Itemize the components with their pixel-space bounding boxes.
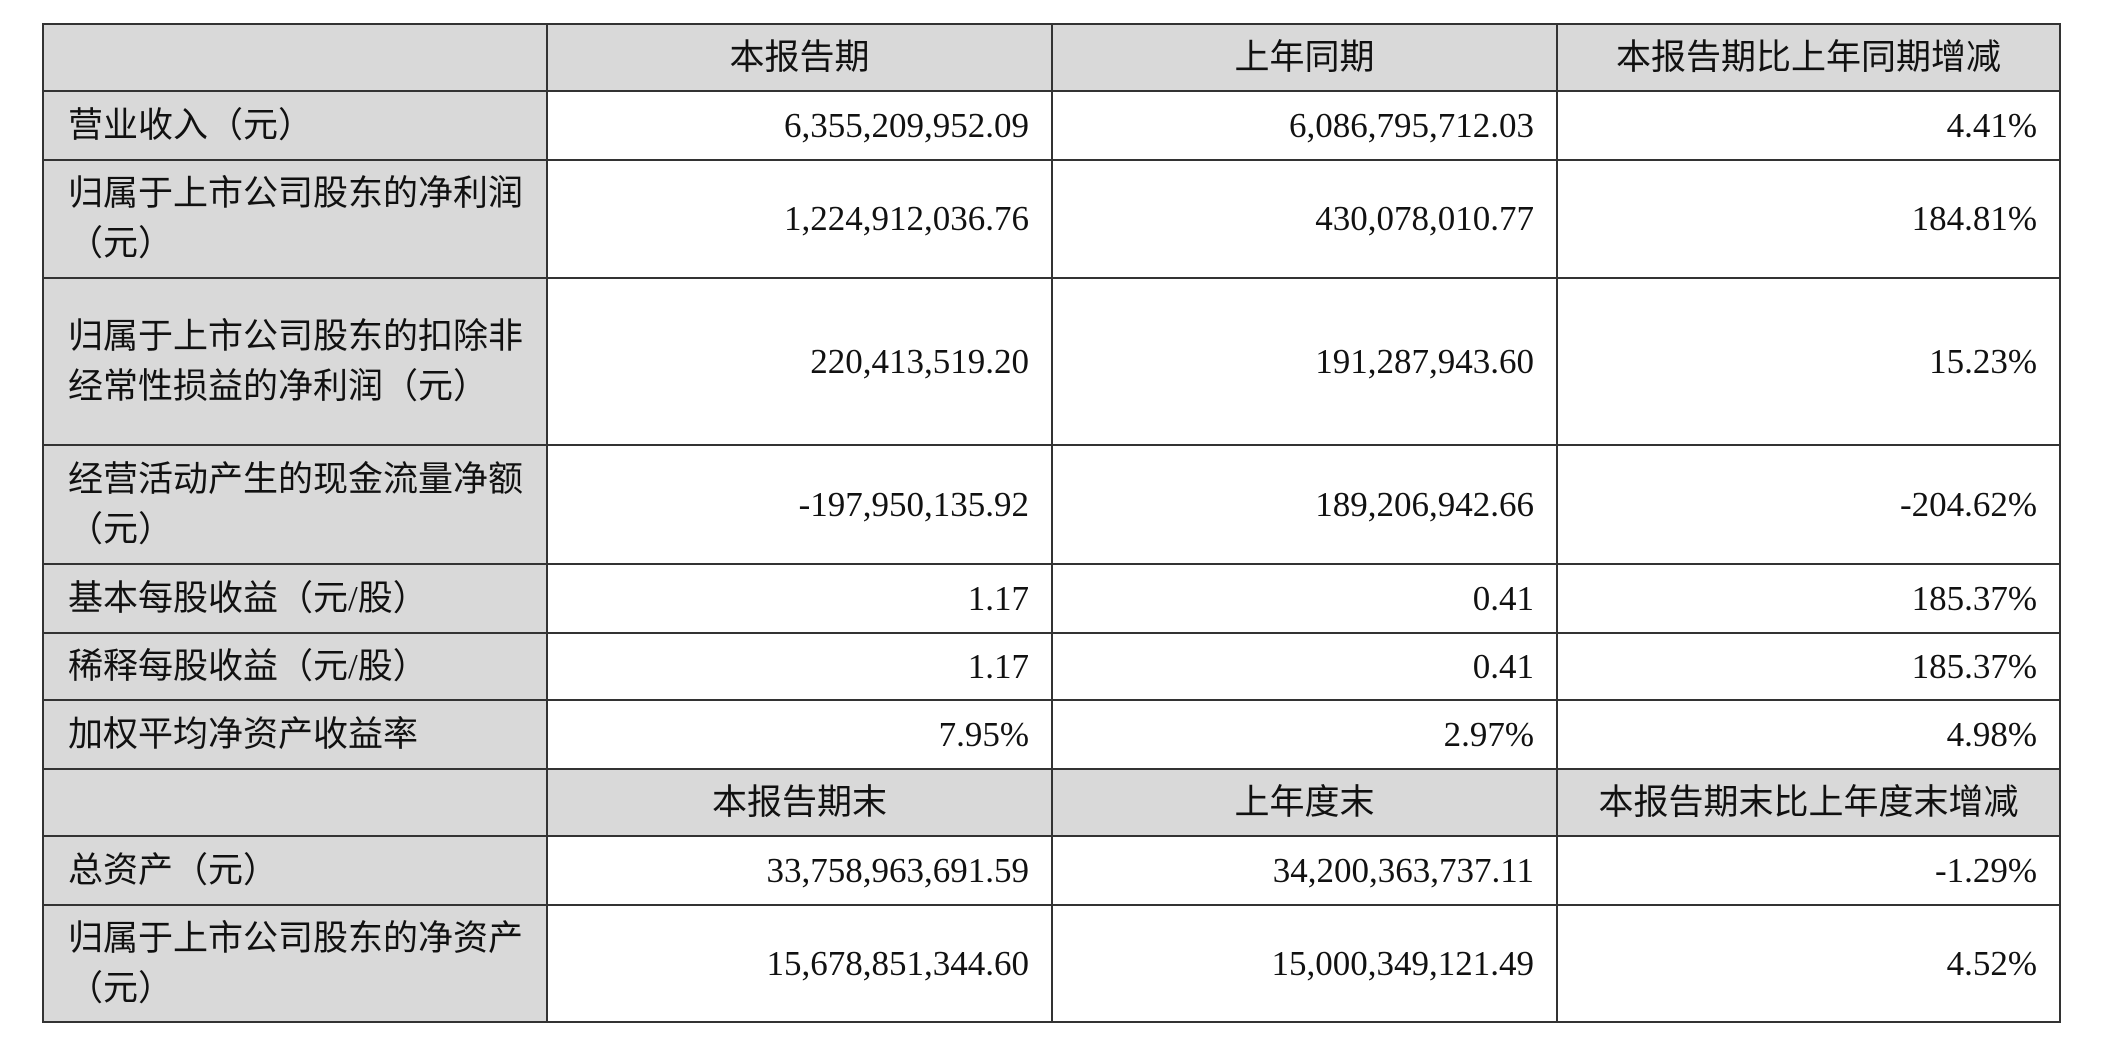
- change-value: 15.23%: [1556, 277, 2061, 446]
- prior-value: 15,000,349,121.49: [1051, 904, 1558, 1023]
- prior-value: 2.97%: [1051, 699, 1558, 770]
- current-value: 6,355,209,952.09: [546, 90, 1053, 161]
- current-value: 15,678,851,344.60: [546, 904, 1053, 1023]
- prior-value: 0.41: [1051, 563, 1558, 634]
- row-label: 归属于上市公司股东的净资产（元）: [42, 904, 548, 1023]
- table-row: 稀释每股收益（元/股） 1.17 0.41 185.37%: [42, 632, 2061, 701]
- table-header-row: 本报告期 上年同期 本报告期比上年同期增减: [42, 23, 2061, 92]
- header-cell: 本报告期比上年同期增减: [1556, 23, 2061, 92]
- change-value: 184.81%: [1556, 159, 2061, 279]
- table-row: 归属于上市公司股东的扣除非经常性损益的净利润（元） 220,413,519.20…: [42, 277, 2061, 446]
- table-row: 基本每股收益（元/股） 1.17 0.41 185.37%: [42, 563, 2061, 634]
- change-value: 4.41%: [1556, 90, 2061, 161]
- table-row: 加权平均净资产收益率 7.95% 2.97% 4.98%: [42, 699, 2061, 770]
- change-value: 185.37%: [1556, 632, 2061, 701]
- row-label: 加权平均净资产收益率: [42, 699, 548, 770]
- row-label: 归属于上市公司股东的净利润（元）: [42, 159, 548, 279]
- prior-value: 430,078,010.77: [1051, 159, 1558, 279]
- table-row: 总资产（元） 33,758,963,691.59 34,200,363,737.…: [42, 835, 2061, 906]
- change-value: -204.62%: [1556, 444, 2061, 565]
- table-row: 营业收入（元） 6,355,209,952.09 6,086,795,712.0…: [42, 90, 2061, 161]
- header-cell: 本报告期末比上年度末增减: [1556, 768, 2061, 837]
- current-value: 1.17: [546, 632, 1053, 701]
- change-value: 185.37%: [1556, 563, 2061, 634]
- header-cell: 本报告期: [546, 23, 1053, 92]
- header-cell: [42, 23, 548, 92]
- table-row: 经营活动产生的现金流量净额（元） -197,950,135.92 189,206…: [42, 444, 2061, 565]
- table-row: 归属于上市公司股东的净利润（元） 1,224,912,036.76 430,07…: [42, 159, 2061, 279]
- prior-value: 191,287,943.60: [1051, 277, 1558, 446]
- row-label: 总资产（元）: [42, 835, 548, 906]
- prior-value: 0.41: [1051, 632, 1558, 701]
- current-value: 7.95%: [546, 699, 1053, 770]
- row-label: 经营活动产生的现金流量净额（元）: [42, 444, 548, 565]
- current-value: -197,950,135.92: [546, 444, 1053, 565]
- row-label: 归属于上市公司股东的扣除非经常性损益的净利润（元）: [42, 277, 548, 446]
- prior-value: 34,200,363,737.11: [1051, 835, 1558, 906]
- current-value: 33,758,963,691.59: [546, 835, 1053, 906]
- header-cell: [42, 768, 548, 837]
- table-row: 归属于上市公司股东的净资产（元） 15,678,851,344.60 15,00…: [42, 904, 2061, 1023]
- header-cell: 上年同期: [1051, 23, 1558, 92]
- row-label: 营业收入（元）: [42, 90, 548, 161]
- change-value: 4.52%: [1556, 904, 2061, 1023]
- current-value: 220,413,519.20: [546, 277, 1053, 446]
- header-cell: 本报告期末: [546, 768, 1053, 837]
- change-value: 4.98%: [1556, 699, 2061, 770]
- current-value: 1.17: [546, 563, 1053, 634]
- prior-value: 189,206,942.66: [1051, 444, 1558, 565]
- row-label: 基本每股收益（元/股）: [42, 563, 548, 634]
- financial-summary-table: 本报告期 上年同期 本报告期比上年同期增减 营业收入（元） 6,355,209,…: [42, 23, 2061, 1023]
- row-label: 稀释每股收益（元/股）: [42, 632, 548, 701]
- header-cell: 上年度末: [1051, 768, 1558, 837]
- current-value: 1,224,912,036.76: [546, 159, 1053, 279]
- change-value: -1.29%: [1556, 835, 2061, 906]
- table-header-row: 本报告期末 上年度末 本报告期末比上年度末增减: [42, 768, 2061, 837]
- prior-value: 6,086,795,712.03: [1051, 90, 1558, 161]
